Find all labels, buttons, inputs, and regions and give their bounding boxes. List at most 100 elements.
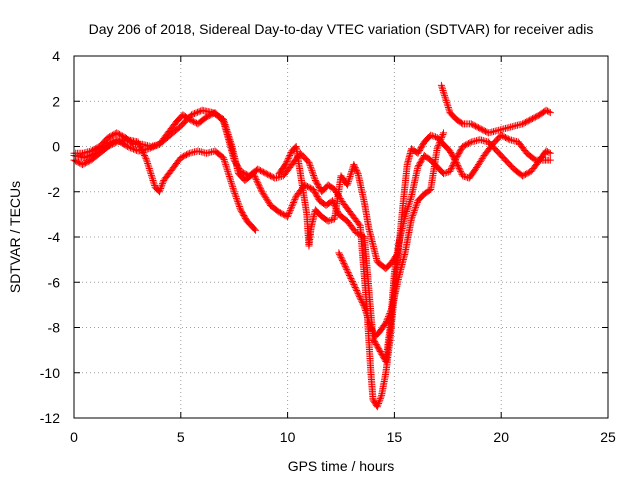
data-point: [158, 181, 166, 189]
data-point: [284, 155, 292, 163]
y-tick-label: -2: [48, 184, 61, 200]
data-point: [545, 149, 553, 157]
data-point: [407, 194, 415, 202]
data-point: [141, 153, 149, 161]
data-point: [230, 188, 238, 196]
data-point: [256, 183, 264, 191]
data-point: [524, 117, 532, 125]
data-point: [82, 153, 90, 161]
data-point: [159, 178, 167, 186]
data-point: [482, 127, 490, 135]
data-point: [412, 202, 420, 210]
data-point: [181, 152, 189, 160]
data-point: [376, 396, 384, 404]
data-point: [252, 226, 260, 234]
data-point: [477, 125, 485, 133]
data-point: [405, 199, 413, 207]
data-point: [497, 131, 505, 139]
data-point: [451, 157, 459, 165]
data-point: [441, 92, 449, 100]
data-point: [223, 127, 231, 135]
data-point: [439, 131, 447, 139]
data-point: [444, 102, 452, 110]
x-axis-label: GPS time / hours: [288, 458, 395, 474]
data-point: [291, 194, 299, 202]
data-point: [354, 290, 362, 298]
data-point: [305, 183, 313, 191]
y-tick-label: 4: [52, 48, 60, 64]
data-point: [152, 142, 160, 150]
data-point: [427, 131, 435, 139]
data-point: [466, 139, 474, 147]
data-point: [107, 138, 115, 146]
data-point: [283, 158, 291, 166]
data-point: [454, 163, 462, 171]
data-point: [157, 183, 165, 191]
data-point: [88, 151, 96, 159]
data-point: [530, 114, 538, 122]
data-point: [476, 124, 484, 132]
data-point: [347, 274, 355, 282]
data-point: [447, 166, 455, 174]
data-point: [353, 288, 361, 296]
data-point: [449, 161, 457, 169]
data-point: [189, 110, 197, 118]
data-point: [345, 270, 353, 278]
data-point: [441, 169, 449, 177]
data-point: [268, 173, 276, 181]
data-point: [521, 118, 529, 126]
data-point: [90, 150, 98, 158]
data-point: [310, 173, 318, 181]
data-point: [531, 113, 539, 121]
data-point: [413, 200, 421, 208]
data-point: [224, 131, 232, 139]
data-point: [519, 172, 527, 180]
data-point: [444, 103, 452, 111]
data-point: [384, 314, 392, 322]
data-point: [187, 111, 195, 119]
data-point: [472, 122, 480, 130]
data-point: [234, 199, 242, 207]
data-point: [346, 174, 354, 182]
data-point: [353, 168, 361, 176]
data-point: [107, 132, 115, 140]
data-point: [545, 108, 553, 116]
data-point: [355, 291, 363, 299]
data-point: [177, 154, 185, 162]
data-point: [457, 167, 465, 175]
data-point: [386, 308, 394, 316]
data-point: [542, 106, 550, 114]
data-point: [222, 162, 230, 170]
data-point: [452, 155, 460, 163]
data-point: [348, 276, 356, 284]
data-point: [440, 90, 448, 98]
chart-title: Day 206 of 2018, Sidereal Day-to-day VTE…: [89, 21, 594, 37]
data-point: [520, 119, 528, 127]
data-point: [284, 156, 292, 164]
data-point: [284, 211, 292, 219]
data-point: [250, 225, 258, 233]
data-point: [373, 403, 381, 411]
data-point: [433, 145, 441, 153]
data-point: [437, 135, 445, 143]
data-point: [305, 158, 313, 166]
data-point: [278, 210, 286, 218]
data-point: [288, 202, 296, 210]
data-point: [366, 320, 374, 328]
data-point: [145, 163, 153, 171]
data-point: [443, 169, 451, 177]
data-point: [405, 201, 413, 209]
data-point: [142, 155, 150, 163]
data-point: [231, 189, 239, 197]
data-point: [130, 145, 138, 153]
data-point: [360, 303, 368, 311]
data-point: [361, 305, 369, 313]
y-tick-label: -6: [48, 274, 61, 290]
data-point: [346, 271, 354, 279]
data-point: [125, 143, 133, 151]
data-point: [225, 171, 233, 179]
data-point: [285, 210, 293, 218]
data-point: [368, 327, 376, 335]
data-point: [116, 130, 124, 138]
